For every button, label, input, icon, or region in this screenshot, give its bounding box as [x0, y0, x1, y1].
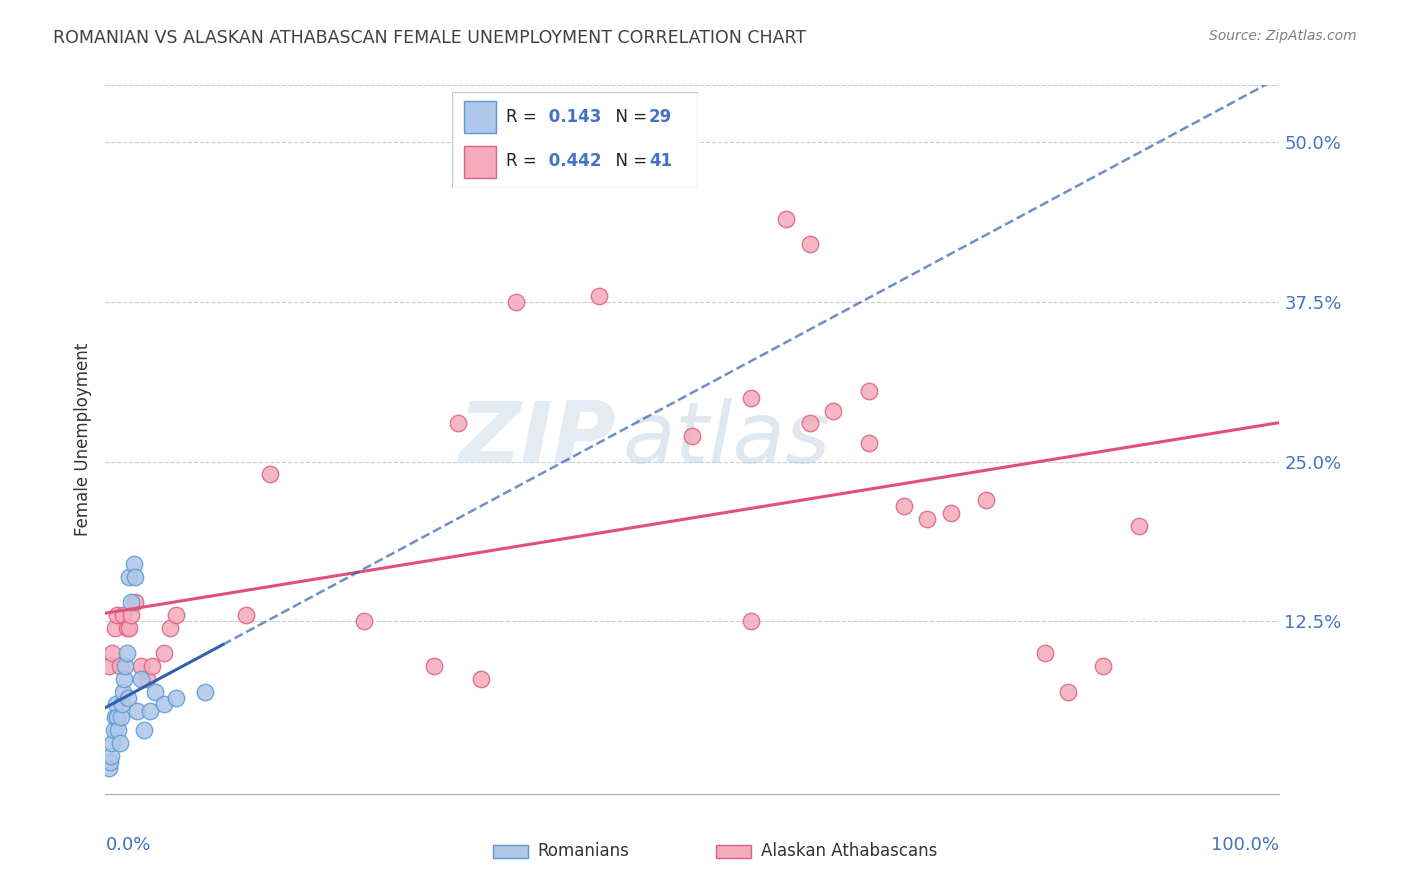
- Point: [105, 607, 128, 622]
- Point: [118, 621, 141, 635]
- Point: [118, 569, 141, 583]
- Point: [165, 607, 187, 622]
- Y-axis label: Female Unemployment: Female Unemployment: [73, 343, 91, 536]
- Point: [470, 672, 492, 686]
- Point: [100, 748, 122, 763]
- Point: [103, 723, 125, 737]
- Point: [117, 691, 139, 706]
- Point: [858, 435, 880, 450]
- Point: [108, 659, 131, 673]
- Point: [939, 506, 962, 520]
- Point: [740, 615, 762, 629]
- Point: [823, 403, 845, 417]
- Point: [1033, 646, 1056, 660]
- Point: [775, 211, 797, 226]
- Point: [107, 723, 129, 737]
- Point: [104, 621, 127, 635]
- Point: [235, 607, 257, 622]
- Point: [112, 607, 135, 622]
- Point: [124, 569, 146, 583]
- Point: [129, 659, 152, 673]
- Point: [799, 417, 821, 431]
- Point: [194, 684, 217, 698]
- Point: [98, 659, 121, 673]
- Bar: [494, 845, 529, 858]
- Point: [135, 672, 157, 686]
- Point: [974, 493, 997, 508]
- Point: [115, 621, 138, 635]
- Point: [1092, 659, 1115, 673]
- Point: [1128, 518, 1150, 533]
- Point: [682, 429, 704, 443]
- Point: [134, 723, 156, 737]
- Point: [353, 615, 375, 629]
- Point: [101, 646, 124, 660]
- Point: [159, 621, 181, 635]
- Text: ROMANIAN VS ALASKAN ATHABASCAN FEMALE UNEMPLOYMENT CORRELATION CHART: ROMANIAN VS ALASKAN ATHABASCAN FEMALE UN…: [53, 29, 807, 47]
- Point: [129, 672, 152, 686]
- Point: [740, 391, 762, 405]
- Point: [120, 607, 142, 622]
- Point: [143, 684, 166, 698]
- Point: [153, 646, 176, 660]
- Point: [105, 698, 128, 712]
- Point: [98, 755, 121, 769]
- Point: [799, 237, 821, 252]
- Point: [114, 659, 136, 673]
- Text: atlas: atlas: [621, 398, 830, 481]
- Text: Romanians: Romanians: [537, 842, 630, 860]
- Bar: [716, 845, 751, 858]
- Point: [505, 295, 527, 310]
- Point: [858, 384, 880, 399]
- Point: [588, 288, 610, 302]
- Point: [127, 704, 149, 718]
- Point: [893, 500, 915, 514]
- Point: [141, 659, 163, 673]
- Point: [122, 557, 145, 571]
- Point: [120, 595, 142, 609]
- Text: Alaskan Athabascans: Alaskan Athabascans: [761, 842, 936, 860]
- Point: [124, 595, 146, 609]
- Point: [447, 417, 470, 431]
- Point: [105, 710, 128, 724]
- Point: [917, 512, 939, 526]
- Point: [112, 672, 135, 686]
- Point: [1057, 684, 1080, 698]
- Text: 100.0%: 100.0%: [1212, 837, 1279, 855]
- Text: Source: ZipAtlas.com: Source: ZipAtlas.com: [1209, 29, 1357, 44]
- Point: [139, 704, 162, 718]
- Point: [115, 646, 138, 660]
- Point: [104, 710, 127, 724]
- Point: [101, 736, 124, 750]
- Point: [423, 659, 446, 673]
- Text: ZIP: ZIP: [458, 398, 616, 481]
- Point: [165, 691, 187, 706]
- Point: [98, 761, 121, 775]
- Point: [259, 467, 281, 482]
- Point: [112, 684, 135, 698]
- Text: 0.0%: 0.0%: [105, 837, 150, 855]
- Point: [153, 698, 176, 712]
- Point: [108, 736, 131, 750]
- Point: [110, 710, 132, 724]
- Point: [111, 698, 134, 712]
